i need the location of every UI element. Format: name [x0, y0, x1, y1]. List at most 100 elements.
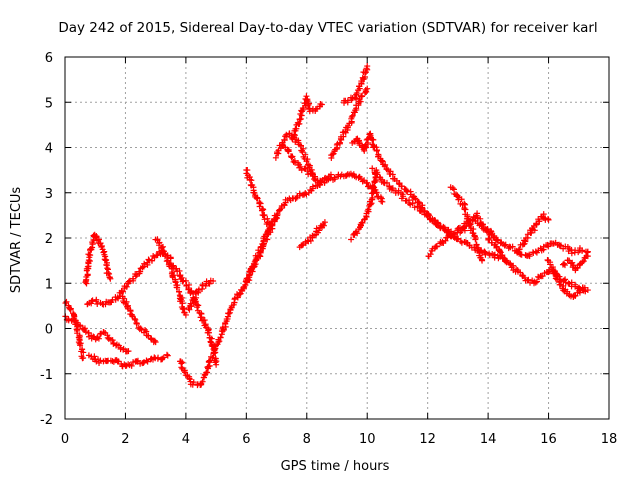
series-arc-b	[62, 298, 87, 362]
data-point	[545, 243, 552, 250]
data-point	[557, 242, 564, 249]
data-point	[552, 270, 559, 277]
data-point	[355, 87, 362, 94]
series-arc-x	[447, 184, 486, 264]
data-point	[103, 261, 110, 268]
data-point	[536, 218, 543, 225]
series-arc-g	[152, 236, 189, 318]
data-point	[144, 358, 151, 365]
data-point	[370, 183, 377, 190]
data-point	[107, 275, 114, 282]
x-tick-label: 2	[121, 432, 129, 447]
data-point	[461, 205, 468, 212]
data-point	[257, 200, 264, 207]
data-point	[242, 278, 249, 285]
data-point	[95, 335, 102, 342]
data-point	[337, 139, 344, 146]
data-point	[495, 236, 501, 243]
data-point	[85, 251, 92, 258]
data-point	[154, 252, 161, 259]
data-point	[217, 334, 224, 341]
data-point	[176, 288, 183, 295]
data-point	[123, 298, 130, 305]
data-point	[132, 316, 139, 323]
data-point	[364, 85, 371, 92]
data-point	[477, 215, 484, 222]
data-point	[562, 279, 569, 286]
data-point	[454, 236, 461, 243]
data-point	[141, 260, 148, 267]
data-point	[493, 243, 500, 250]
data-point	[131, 315, 138, 322]
data-point	[194, 304, 201, 311]
x-tick-label: 14	[480, 432, 497, 447]
data-point	[302, 151, 309, 158]
data-point	[433, 243, 440, 250]
series-arc-j	[185, 277, 217, 313]
data-point	[374, 147, 381, 154]
x-tick-label: 12	[419, 432, 436, 447]
data-point	[545, 216, 552, 223]
data-point	[144, 261, 151, 268]
data-point	[87, 245, 94, 252]
chart-title: Day 242 of 2015, Sidereal Day-to-day VTE…	[58, 20, 597, 36]
data-point	[307, 237, 314, 244]
data-point	[329, 151, 336, 158]
data-point	[179, 359, 186, 366]
data-point	[109, 337, 116, 344]
data-point	[539, 273, 546, 280]
data-point	[212, 345, 219, 352]
y-tick-label: 4	[45, 142, 53, 157]
data-point	[105, 269, 112, 276]
data-point	[134, 357, 141, 364]
data-point	[382, 161, 389, 168]
data-point	[145, 256, 152, 263]
data-point	[562, 276, 569, 283]
data-point	[400, 193, 407, 200]
data-point	[128, 362, 135, 369]
data-point	[210, 277, 217, 284]
data-point	[205, 329, 212, 336]
data-point	[63, 298, 70, 305]
data-point	[356, 96, 363, 103]
data-point	[80, 349, 87, 356]
data-point	[164, 352, 171, 359]
data-point	[306, 108, 313, 115]
data-point	[533, 278, 540, 285]
y-tick-label: 5	[45, 96, 53, 111]
data-point	[84, 271, 91, 278]
data-point	[182, 277, 189, 284]
data-point	[568, 250, 575, 257]
data-point	[271, 216, 278, 223]
data-point	[409, 200, 416, 207]
data-point	[327, 171, 334, 178]
y-tick-label: 1	[45, 277, 53, 292]
data-point	[274, 212, 281, 219]
data-point	[285, 148, 292, 155]
data-point	[479, 257, 486, 264]
series-arc-r	[328, 85, 371, 161]
data-point	[363, 136, 370, 143]
data-point	[179, 278, 186, 285]
data-point	[225, 310, 232, 317]
data-point	[94, 301, 101, 308]
data-point	[362, 69, 369, 76]
data-point	[460, 224, 467, 231]
data-point	[584, 253, 591, 260]
data-point	[366, 131, 373, 138]
data-point	[561, 262, 568, 269]
y-tick-label: 6	[45, 51, 53, 66]
y-tick-label: 2	[45, 232, 53, 247]
data-point	[383, 179, 390, 186]
data-point	[458, 196, 465, 203]
data-point	[449, 185, 456, 192]
data-point	[208, 353, 215, 360]
data-point	[467, 216, 474, 223]
data-point	[309, 183, 316, 190]
data-point	[547, 261, 554, 268]
data-point	[343, 172, 350, 179]
data-point	[378, 198, 385, 205]
series-arc-u	[348, 167, 380, 243]
data-point	[502, 241, 509, 248]
